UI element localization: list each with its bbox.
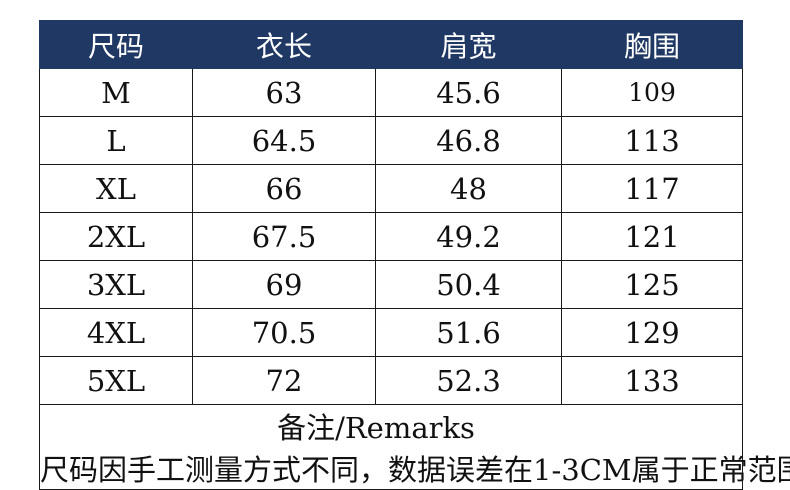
header-chest: 胸围: [561, 20, 743, 69]
remarks-row: 备注/Remarks 尺码因手工测量方式不同，数据误差在1-3CM属于正常范围: [39, 404, 790, 490]
table-row: L 64.5 46.8 113: [39, 116, 743, 165]
cell-size: M: [39, 68, 193, 117]
table-row: 5XL 72 52.3 133: [39, 356, 743, 405]
header-length: 衣长: [192, 20, 376, 69]
cell-chest: 117: [561, 164, 743, 213]
table-body: M 63 45.6 109 L 64.5 46.8 113 XL 66 48 1…: [39, 68, 790, 490]
cell-length: 69: [192, 260, 376, 309]
cell-shoulder: 50.4: [375, 260, 562, 309]
cell-chest: 125: [561, 260, 743, 309]
cell-chest: 133: [561, 356, 743, 405]
table-row: 4XL 70.5 51.6 129: [39, 308, 743, 357]
table-row: XL 66 48 117: [39, 164, 743, 213]
remarks-text: 尺码因手工测量方式不同，数据误差在1-3CM属于正常范围: [40, 453, 790, 487]
header-shoulder: 肩宽: [375, 20, 562, 69]
cell-length: 64.5: [192, 116, 376, 165]
cell-shoulder: 45.6: [375, 68, 562, 117]
cell-shoulder: 49.2: [375, 212, 562, 261]
header-size: 尺码: [39, 20, 193, 69]
table-row: M 63 45.6 109: [39, 68, 743, 117]
cell-chest: 109: [561, 68, 743, 117]
cell-length: 67.5: [192, 212, 376, 261]
cell-length: 66: [192, 164, 376, 213]
cell-size: 5XL: [39, 356, 193, 405]
table-row: 3XL 69 50.4 125: [39, 260, 743, 309]
cell-length: 63: [192, 68, 376, 117]
cell-shoulder: 52.3: [375, 356, 562, 405]
table-header: 尺码 衣长 肩宽 胸围: [39, 20, 743, 69]
cell-length: 70.5: [192, 308, 376, 357]
cell-chest: 113: [561, 116, 743, 165]
remarks-cell: 备注/Remarks 尺码因手工测量方式不同，数据误差在1-3CM属于正常范围: [39, 404, 790, 490]
cell-size: L: [39, 116, 193, 165]
cell-size: XL: [39, 164, 193, 213]
cell-chest: 129: [561, 308, 743, 357]
size-chart-table: 尺码 衣长 肩宽 胸围 M 63 45.6 109 L 64.5 46.8 11…: [39, 20, 790, 490]
header-row: 尺码 衣长 肩宽 胸围: [39, 20, 743, 69]
cell-length: 72: [192, 356, 376, 405]
cell-shoulder: 46.8: [375, 116, 562, 165]
cell-shoulder: 48: [375, 164, 562, 213]
table-row: 2XL 67.5 49.2 121: [39, 212, 743, 261]
cell-shoulder: 51.6: [375, 308, 562, 357]
remarks-label: 备注/Remarks: [277, 411, 475, 445]
cell-size: 2XL: [39, 212, 193, 261]
cell-chest: 121: [561, 212, 743, 261]
cell-size: 4XL: [39, 308, 193, 357]
cell-size: 3XL: [39, 260, 193, 309]
